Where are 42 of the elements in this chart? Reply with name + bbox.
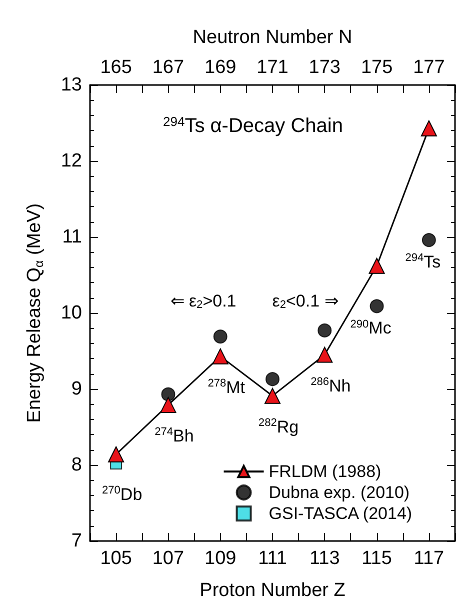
y-tick-label: 7 bbox=[71, 530, 82, 552]
x-tick-label: 117 bbox=[414, 548, 444, 569]
y-axis-title: Energy Release Qα (MeV) bbox=[24, 203, 46, 423]
point bbox=[264, 388, 280, 404]
x2-tick-label: 175 bbox=[360, 57, 393, 78]
annotation: ε2<0.1 ⇒ bbox=[272, 292, 338, 311]
x-tick-label: 113 bbox=[309, 548, 340, 569]
x-tick-label: 115 bbox=[362, 548, 392, 569]
point bbox=[213, 330, 228, 344]
x-tick-label: 111 bbox=[258, 548, 287, 569]
x2-tick-label: 165 bbox=[100, 57, 132, 78]
y-tick-label: 11 bbox=[62, 226, 82, 248]
legend-label: GSI-TASCA (2014) bbox=[268, 504, 412, 523]
point bbox=[370, 299, 384, 314]
x-axis-title: Proton Number Z bbox=[200, 580, 346, 601]
y-tick-label: 12 bbox=[60, 150, 82, 172]
point bbox=[318, 323, 332, 338]
x2-tick-label: 167 bbox=[152, 57, 184, 78]
x2-tick-label: 177 bbox=[413, 57, 445, 78]
x2-tick-label: 169 bbox=[204, 57, 236, 78]
x2-tick-label: 171 bbox=[256, 57, 288, 78]
point bbox=[212, 348, 228, 364]
y-tick-label: 8 bbox=[71, 454, 82, 476]
x2-axis-title: Neutron Number N bbox=[192, 27, 352, 48]
point bbox=[160, 396, 176, 413]
point bbox=[108, 446, 124, 462]
point bbox=[161, 387, 176, 402]
point bbox=[368, 258, 385, 274]
y-tick-label: 13 bbox=[60, 74, 82, 96]
point bbox=[266, 372, 280, 386]
point bbox=[420, 120, 437, 136]
point bbox=[422, 233, 436, 248]
y-tick-label: 9 bbox=[71, 378, 82, 400]
legend-label: FRLDM (1988) bbox=[268, 462, 382, 481]
x2-tick-label: 173 bbox=[308, 57, 340, 78]
point bbox=[316, 346, 333, 363]
x-tick-label: 105 bbox=[100, 548, 132, 569]
annotation: ⇐ ε2>0.1 bbox=[170, 292, 236, 311]
x-tick-label: 107 bbox=[152, 548, 184, 569]
legend-label: Dubna exp. (2010) bbox=[268, 483, 410, 502]
y-tick-label: 10 bbox=[60, 302, 82, 324]
x-tick-label: 109 bbox=[204, 548, 236, 569]
